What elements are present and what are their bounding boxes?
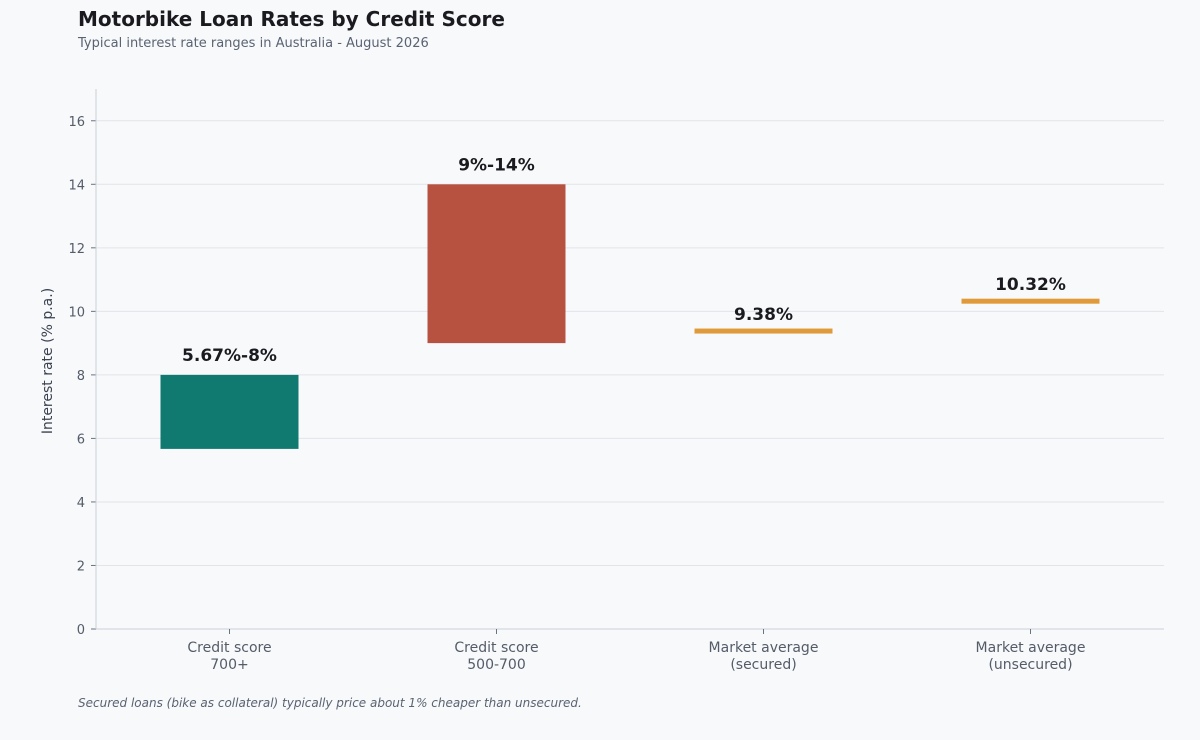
data-label: 10.32%: [995, 275, 1066, 295]
range-bar: [427, 184, 566, 344]
range-bar: [160, 374, 299, 449]
x-tick-label: (secured): [730, 657, 796, 673]
x-tick-label: Market average: [709, 640, 819, 656]
x-tick-label: Credit score: [187, 640, 271, 656]
y-tick-label: 6: [77, 432, 85, 447]
chart-subtitle: Typical interest rate ranges in Australi…: [78, 36, 429, 51]
average-marker: [694, 328, 833, 334]
x-tick-label: 700+: [210, 657, 248, 673]
average-marker: [961, 298, 1100, 304]
y-tick-label: 0: [77, 623, 85, 638]
chart-title: Motorbike Loan Rates by Credit Score: [78, 7, 505, 31]
x-tick-label: Credit score: [454, 640, 538, 656]
y-tick-label: 12: [68, 242, 85, 257]
y-axis-title: Interest rate (% p.a.): [40, 288, 56, 434]
y-tick-label: 16: [68, 115, 85, 130]
y-tick-label: 8: [77, 369, 85, 384]
x-tick-label: 500-700: [467, 657, 526, 673]
x-tick-label: (unsecured): [988, 657, 1072, 673]
y-tick-label: 4: [77, 496, 85, 511]
y-tick-label: 14: [68, 178, 85, 193]
chart-footnote: Secured loans (bike as collateral) typic…: [78, 696, 582, 710]
x-tick-label: Market average: [976, 640, 1086, 656]
data-label: 5.67%-8%: [182, 346, 277, 366]
y-tick-label: 10: [68, 305, 85, 320]
data-label: 9.38%: [734, 305, 793, 325]
data-label: 9%-14%: [458, 155, 535, 175]
y-tick-label: 2: [77, 559, 85, 574]
